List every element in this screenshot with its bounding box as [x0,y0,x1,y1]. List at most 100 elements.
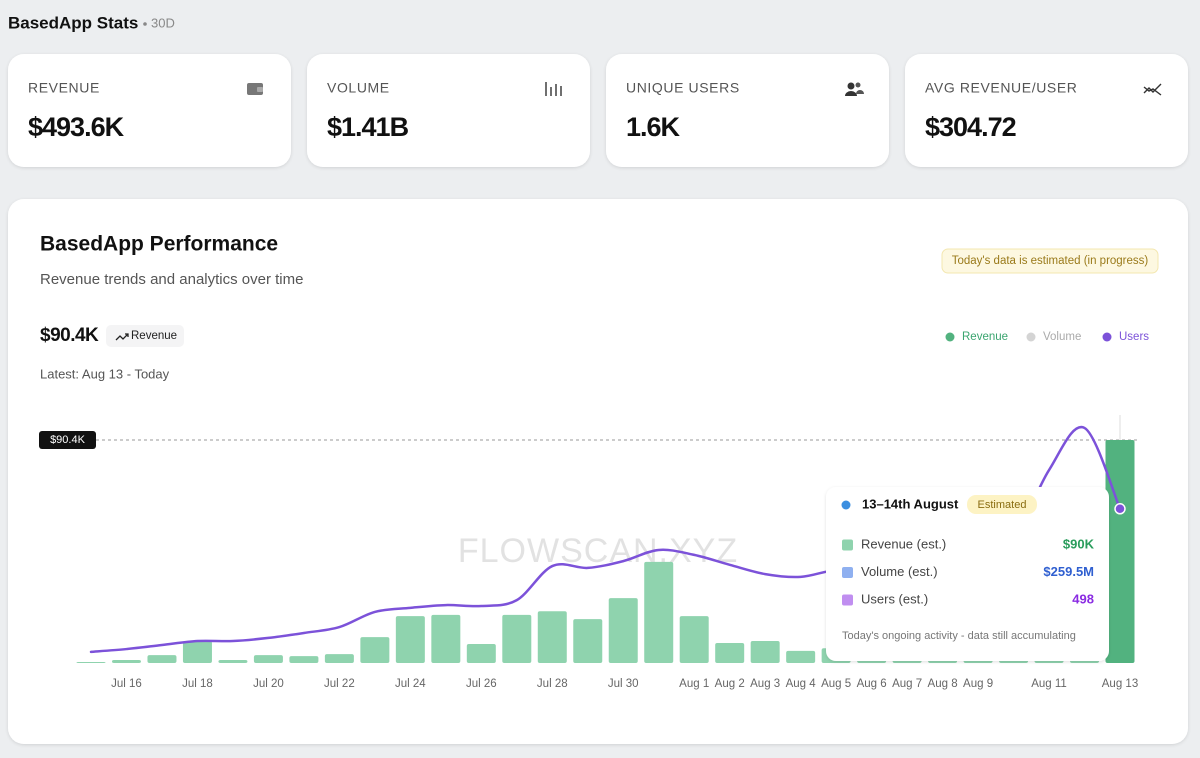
active-point [1114,503,1126,515]
watermark: FLOWSCAN.XYZ [458,532,738,570]
stat-label: REVENUE [28,80,100,96]
stat-label: VOLUME [327,80,390,96]
x-tick-label: Jul 16 [111,678,142,690]
x-tick-label: Aug 1 [679,678,709,690]
tooltip-box [826,487,1109,661]
tooltip-row-label: Volume (est.) [861,564,938,579]
users-icon-head2 [855,82,861,88]
x-tick-label: Jul 24 [395,678,426,690]
x-tick-label: Jul 20 [253,678,284,690]
x-tick-label: Aug 3 [750,678,780,690]
tooltip-row-label: Users (est.) [861,591,928,606]
legend-label: Revenue [962,331,1008,343]
bar [466,644,496,663]
tooltip-row-label: Revenue (est.) [861,536,946,551]
x-tick-label: Jul 26 [466,678,497,690]
legend-swatch [1026,332,1036,342]
stat-value: $304.72 [925,112,1016,142]
bar [715,643,745,663]
stat-value: 1.6K [626,112,681,142]
tooltip-row-value: $90K [1063,536,1095,551]
legend-label: Volume [1043,331,1081,343]
x-tick-label: Jul 30 [608,678,639,690]
x-tick-label: Aug 13 [1102,678,1138,690]
bar [537,611,567,663]
tooltip-dot [841,500,851,510]
bar [289,656,319,663]
legend-label: Users [1119,331,1149,343]
x-tick-label: Aug 5 [821,678,851,690]
bar [111,660,141,663]
separator-dot [143,22,147,26]
bar [395,616,425,663]
estimate-badge-text: Today's data is estimated (in progress) [952,255,1149,267]
tooltip-badge-text: Estimated [978,499,1027,511]
trend-icon [115,333,129,341]
x-tick-label: Aug 4 [786,678,817,690]
reference-label-bg [39,431,96,449]
stat-label: UNIQUE USERS [626,80,740,96]
bar [147,655,177,663]
tooltip-swatch [842,567,853,578]
bar [786,650,816,663]
stat-card [606,54,889,167]
estimate-badge [941,248,1159,274]
tooltip-footer: Today's ongoing activity - data still ac… [842,630,1076,642]
page-title: BasedApp Stats [8,13,138,32]
users-icon-body2 [856,90,864,94]
bar [76,662,106,664]
x-tick-label: Jul 22 [324,678,355,690]
x-tick-label: Jul 28 [537,678,568,690]
bar [573,619,603,663]
bar [750,641,780,663]
bar [1105,440,1135,663]
latest-range: Latest: Aug 13 - Today [40,366,170,381]
chart-subtitle: Revenue trends and analytics over time [40,271,303,288]
stat-label: AVG REVENUE/USER [925,80,1078,96]
period: 30D [151,15,175,30]
x-tick-label: Aug 7 [892,678,922,690]
x-tick-label: Aug 6 [857,678,887,690]
tooltip-title: 13–14th August [862,496,959,511]
x-tick-label: Aug 2 [715,678,745,690]
legend-swatch [1102,332,1112,342]
wallet-icon-flap [257,87,263,92]
stat-value: $1.41B [327,112,409,142]
bar [253,655,283,663]
bar [608,598,638,663]
users-icon-head [847,82,855,90]
x-tick-label: Aug 8 [928,678,958,690]
tooltip-swatch [842,594,853,606]
tooltip: 13–14th August Estimated Revenue (est.) $90… [826,487,1126,661]
headline-value: $90.4K [40,325,99,346]
tooltip-row-value: $259.5M [1043,564,1094,579]
bar [644,561,674,663]
headline-tag-text: Revenue [131,330,177,342]
bar [360,637,390,663]
tooltip-row-value: 498 [1072,591,1094,606]
bar [218,660,248,663]
bar [679,616,709,663]
stat-value: $493.6K [28,112,125,142]
reference-label: $90.4K [50,434,86,446]
headline-tag [106,325,184,347]
bar [431,614,461,663]
bar [502,614,532,663]
x-tick-label: Aug 11 [1031,678,1067,690]
x-tick-label: Aug 9 [963,678,993,690]
stat-card [8,54,291,167]
stat-card [905,54,1188,167]
users-icon-body [845,91,857,96]
bar [324,654,354,663]
legend: Revenue Volume Users [945,331,1149,343]
legend-swatch [945,332,955,342]
x-tick-label: Jul 18 [182,678,213,690]
trend-icon [1143,83,1162,96]
tooltip-badge [967,495,1037,514]
stat-card [307,54,590,167]
stat-cards: REVENUE $493.6K VOLUME $1.41B UNIQUE USERS 1.… [8,54,1188,167]
chart-title: BasedApp Performance [40,233,278,256]
bar [182,641,212,663]
